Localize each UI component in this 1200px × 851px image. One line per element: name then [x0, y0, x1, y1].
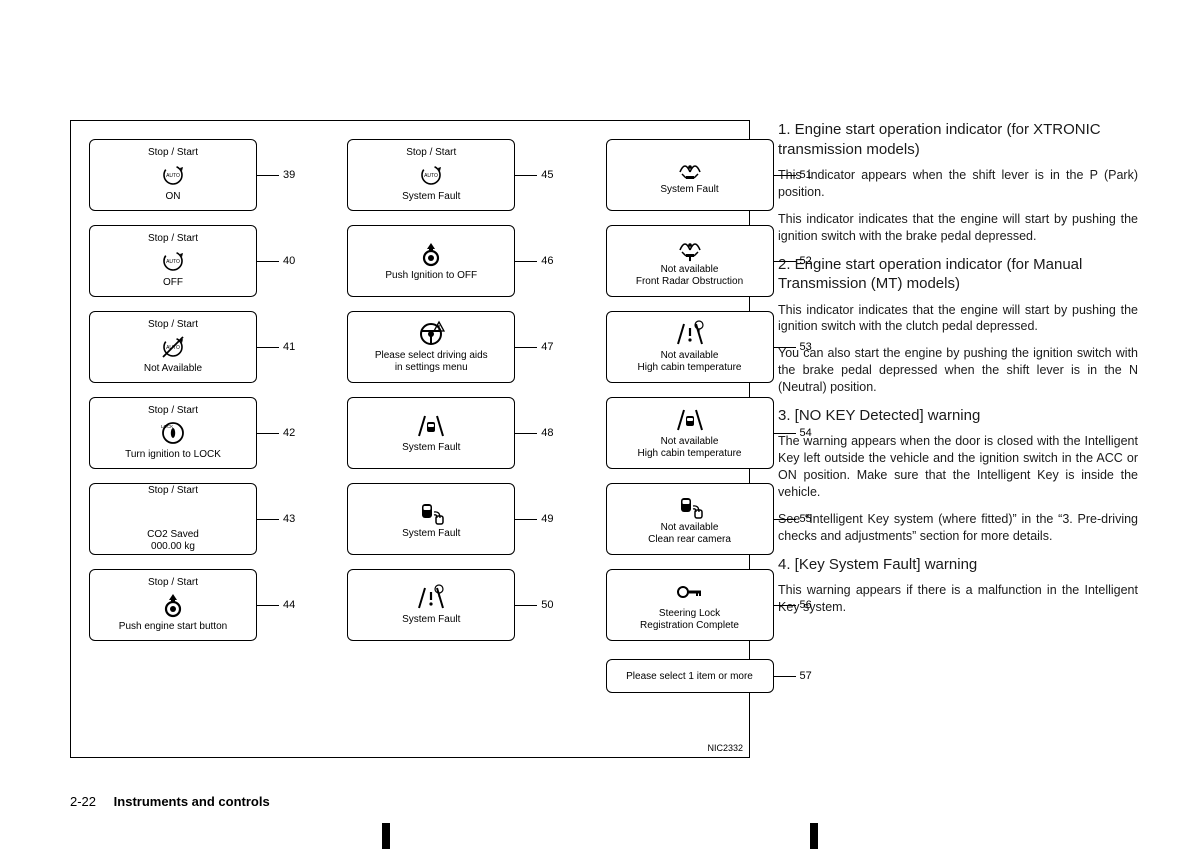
paragraph: See “Intelligent Key system (where fitte… — [778, 511, 1138, 545]
indicator-card: Stop / Start System Fault 45 — [347, 139, 553, 211]
paragraph: This indicator appears when the shift le… — [778, 167, 1138, 201]
callout-number: 44 — [283, 599, 295, 611]
indicator-card: Stop / Start Not Available 41 — [89, 311, 295, 383]
paragraph: You can also start the engine by pushing… — [778, 345, 1138, 396]
indicator-card: Not availableHigh cabin temperature 54 — [606, 397, 812, 469]
card-icon — [417, 240, 445, 268]
indicator-card: Not availableFront Radar Obstruction 52 — [606, 225, 812, 297]
callout-number: 52 — [800, 255, 812, 267]
card-icon — [676, 406, 704, 434]
indicator-diagram: Stop / StartON39Stop / StartOFF40Stop / … — [70, 120, 750, 758]
card-icon — [676, 492, 704, 520]
indicator-card: Stop / Start OFF 40 — [89, 225, 295, 297]
card-bottom-text: OFF — [163, 277, 183, 289]
card-top-text: Stop / Start — [148, 147, 198, 159]
card-top-text: Stop / Start — [148, 485, 198, 497]
callout-number: 45 — [541, 169, 553, 181]
indicator-card: Stop / Start Push engine start button 44 — [89, 569, 295, 641]
card-bottom-text: Not availableHigh cabin temperature — [638, 350, 742, 374]
card-bottom-text: Not availableHigh cabin temperature — [638, 436, 742, 460]
page-footer: 2-22 Instruments and controls — [70, 794, 270, 809]
card-icon — [676, 234, 704, 262]
card-bottom-text: System Fault — [402, 191, 460, 203]
card-icon — [676, 578, 704, 606]
card-bottom-text: CO2 Saved000.00 kg — [147, 529, 199, 553]
card-bottom-text: Please select driving aidsin settings me… — [375, 350, 488, 374]
card-icon — [159, 591, 187, 619]
card-icon — [676, 154, 704, 182]
card-top-text: Stop / Start — [148, 233, 198, 245]
card-bottom-text: Not availableClean rear camera — [648, 522, 731, 546]
callout-number: 50 — [541, 599, 553, 611]
card-icon — [417, 320, 445, 348]
card-icon — [159, 247, 187, 275]
callout-number: 57 — [800, 670, 812, 682]
card-bottom-text: System Fault — [402, 614, 460, 626]
card-top-text: Stop / Start — [148, 319, 198, 331]
crop-marks — [0, 823, 1200, 849]
indicator-card: Stop / Start Turn ignition to LOCK 42 — [89, 397, 295, 469]
callout-number: 43 — [283, 513, 295, 525]
card-bottom-text: ON — [166, 191, 181, 203]
indicator-card: Stop / Start CO2 Saved000.00 kg 43 — [89, 483, 295, 555]
indicator-card: Steering LockRegistration Complete 56 — [606, 569, 812, 641]
callout-number: 41 — [283, 341, 295, 353]
indicator-card: Please select 1 item or more 57 — [606, 659, 812, 693]
card-bottom-text: Steering LockRegistration Complete — [640, 608, 739, 632]
indicator-card: Not availableClean rear camera 55 — [606, 483, 812, 555]
card-bottom-text: Not availableFront Radar Obstruction — [636, 264, 743, 288]
callout-number: 42 — [283, 427, 295, 439]
indicator-card: Please select driving aidsin settings me… — [347, 311, 553, 383]
callout-number: 39 — [283, 169, 295, 181]
card-bottom-text: System Fault — [402, 528, 460, 540]
callout-number: 53 — [800, 341, 812, 353]
callout-number: 54 — [800, 427, 812, 439]
indicator-card: Push Ignition to OFF 46 — [347, 225, 553, 297]
indicator-card: System Fault 51 — [606, 139, 812, 211]
heading-4: 4. [Key System Fault] warning — [778, 555, 1138, 575]
section-title: Instruments and controls — [114, 794, 270, 809]
paragraph: This indicator indicates that the engine… — [778, 211, 1138, 245]
card-bottom-text: Turn ignition to LOCK — [125, 449, 221, 461]
card-icon — [159, 161, 187, 189]
diagram-code: NIC2332 — [707, 743, 743, 753]
indicator-card: System Fault 48 — [347, 397, 553, 469]
callout-number: 46 — [541, 255, 553, 267]
callout-number: 47 — [541, 341, 553, 353]
indicator-card: Not availableHigh cabin temperature 53 — [606, 311, 812, 383]
card-bottom-text: System Fault — [660, 184, 718, 196]
indicator-card: System Fault 49 — [347, 483, 553, 555]
indicator-card: Stop / Start ON 39 — [89, 139, 295, 211]
card-icon — [417, 161, 445, 189]
card-icon — [417, 498, 445, 526]
paragraph: The warning appears when the door is clo… — [778, 433, 1138, 501]
card-icon — [417, 412, 445, 440]
card-icon — [417, 584, 445, 612]
card-bottom-text: Push engine start button — [119, 621, 227, 633]
callout-number: 49 — [541, 513, 553, 525]
card-icon — [159, 333, 187, 361]
callout-number: 55 — [800, 513, 812, 525]
heading-3: 3. [NO KEY Detected] warning — [778, 406, 1138, 426]
paragraph: This warning appears if there is a malfu… — [778, 582, 1138, 616]
callout-number: 48 — [541, 427, 553, 439]
indicator-card: System Fault 50 — [347, 569, 553, 641]
card-bottom-text: Not Available — [144, 363, 202, 375]
card-bottom-text: Push Ignition to OFF — [385, 270, 477, 282]
callout-number: 56 — [800, 599, 812, 611]
page-number: 2-22 — [70, 794, 96, 809]
card-bottom-text: System Fault — [402, 442, 460, 454]
callout-number: 40 — [283, 255, 295, 267]
card-text: Please select 1 item or more — [606, 659, 774, 693]
heading-2: 2. Engine start operation indicator (for… — [778, 255, 1138, 294]
card-top-text: Stop / Start — [148, 577, 198, 589]
text-column: 1. Engine start operation indicator (for… — [778, 120, 1138, 758]
card-top-text: Stop / Start — [406, 147, 456, 159]
callout-number: 51 — [800, 169, 812, 181]
heading-1: 1. Engine start operation indicator (for… — [778, 120, 1138, 159]
paragraph: This indicator indicates that the engine… — [778, 302, 1138, 336]
card-top-text: Stop / Start — [148, 405, 198, 417]
card-icon — [676, 320, 704, 348]
card-icon — [159, 419, 187, 447]
